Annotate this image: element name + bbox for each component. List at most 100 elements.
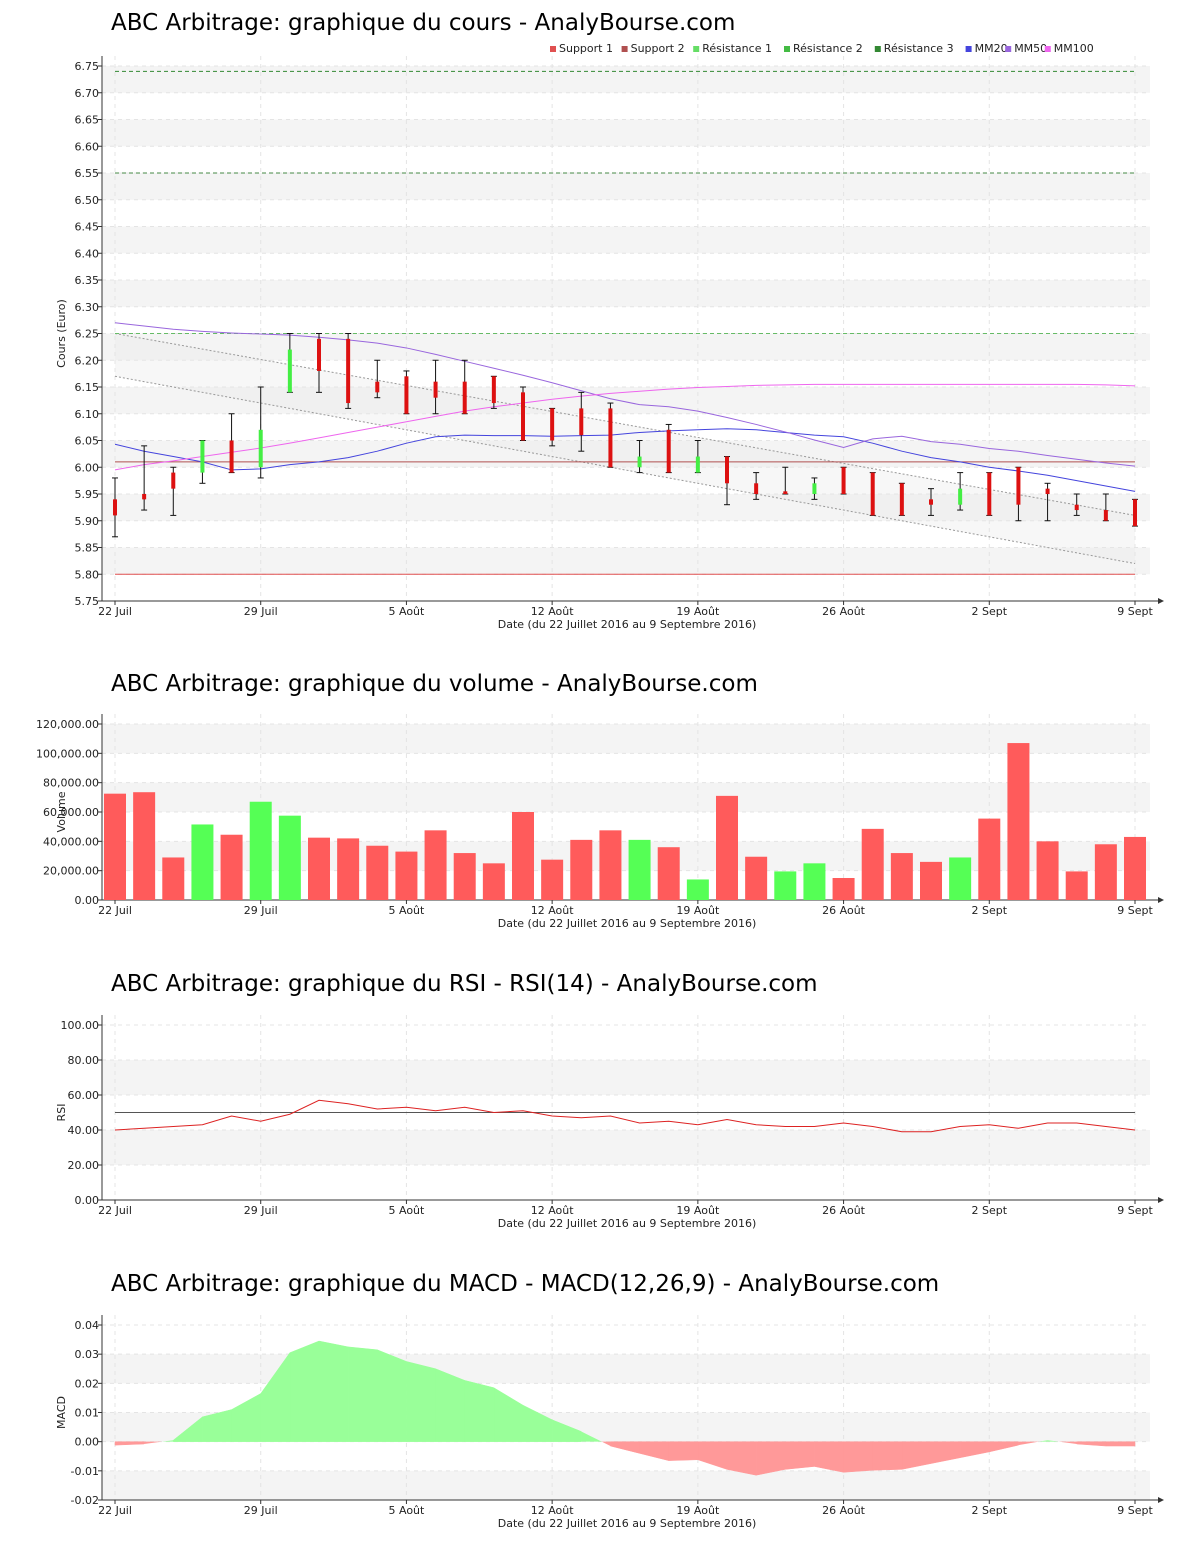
x-tick-label: 22 Juil bbox=[98, 1204, 132, 1217]
y-tick-label: 100,000.00 bbox=[36, 747, 99, 760]
volume-bar bbox=[220, 834, 243, 900]
macd-area bbox=[1047, 1440, 1059, 1442]
macd-area bbox=[668, 1441, 699, 1461]
macd-chart-title: ABC Arbitrage: graphique du MACD - MACD(… bbox=[111, 1271, 940, 1297]
candle-body bbox=[1133, 499, 1137, 527]
y-tick-label: 6.50 bbox=[75, 194, 100, 207]
x-tick-label: 5 Août bbox=[389, 1504, 426, 1517]
macd-area bbox=[289, 1340, 320, 1442]
legend-label: Support 2 bbox=[631, 42, 685, 55]
volume-bar bbox=[104, 793, 126, 900]
y-tick-label: 40.00 bbox=[68, 1124, 100, 1137]
y-tick-label: 120,000.00 bbox=[36, 718, 99, 731]
candle-body bbox=[433, 381, 438, 398]
volume-bar bbox=[978, 818, 1001, 900]
volume-bar bbox=[1094, 844, 1117, 900]
candle-body bbox=[899, 483, 904, 516]
macd-area bbox=[1058, 1441, 1077, 1444]
y-tick-label: 6.65 bbox=[75, 114, 100, 127]
volume-chart-panel: ABC Arbitrage: graphique du volume - Ana… bbox=[0, 660, 1200, 940]
macd-area bbox=[959, 1441, 990, 1459]
candle-body bbox=[521, 392, 525, 441]
macd-area bbox=[843, 1441, 873, 1473]
x-tick-label: 9 Sept bbox=[1117, 904, 1153, 917]
volume-bar bbox=[1007, 743, 1030, 900]
y-tick-label: 6.25 bbox=[75, 328, 100, 341]
volume-bar bbox=[1124, 836, 1146, 900]
macd-area bbox=[406, 1361, 436, 1442]
candle-body bbox=[171, 472, 176, 489]
y-tick-label: 6.60 bbox=[75, 140, 100, 153]
y-tick-label: 5.95 bbox=[75, 488, 100, 501]
volume-bar bbox=[657, 847, 680, 900]
grid-band bbox=[102, 724, 1150, 754]
candle-body bbox=[317, 338, 321, 371]
volume-bar bbox=[308, 837, 330, 900]
candle-body bbox=[142, 494, 147, 500]
volume-bar bbox=[249, 801, 272, 900]
y-tick-label: 6.70 bbox=[75, 87, 100, 100]
rsi-chart: 0.00 20.00 40.00 60.00 80.00 100.00 22 Juil 29 … bbox=[55, 1015, 1164, 1230]
y-tick-label: 6.20 bbox=[75, 354, 100, 367]
macd-chart-panel: ABC Arbitrage: graphique du MACD - MACD(… bbox=[0, 1260, 1200, 1550]
macd-area bbox=[144, 1441, 163, 1444]
candle-body bbox=[841, 467, 846, 494]
legend-swatch bbox=[1044, 46, 1051, 52]
volume-chart-title: ABC Arbitrage: graphique du volume - Ana… bbox=[111, 671, 758, 697]
macd-area bbox=[522, 1404, 553, 1442]
volume-bar bbox=[1036, 841, 1059, 900]
y-axis-label: Cours (Euro) bbox=[55, 299, 68, 368]
macd-area bbox=[610, 1441, 640, 1454]
volume-bar bbox=[482, 863, 505, 900]
y-tick-label: 0.01 bbox=[75, 1407, 100, 1420]
rsi-chart-panel: ABC Arbitrage: graphique du RSI - RSI(14… bbox=[0, 960, 1200, 1240]
volume-bar bbox=[949, 857, 972, 900]
candle-body bbox=[113, 499, 117, 516]
macd-area bbox=[318, 1340, 349, 1442]
y-tick-label: 40,000.00 bbox=[43, 835, 99, 848]
macd-area bbox=[697, 1441, 728, 1470]
volume-bar bbox=[745, 856, 768, 900]
volume-bar bbox=[424, 830, 447, 900]
candle-body bbox=[404, 376, 409, 414]
y-tick-label: 80.00 bbox=[68, 1054, 100, 1067]
y-tick-label: 6.05 bbox=[75, 435, 100, 448]
x-axis-arrow bbox=[1158, 1497, 1164, 1503]
candle-body bbox=[608, 408, 613, 468]
candle-body bbox=[462, 381, 467, 414]
x-axis-label: Date (du 22 Juillet 2016 au 9 Septembre … bbox=[498, 1517, 757, 1530]
candle-body bbox=[987, 472, 992, 516]
volume-bar bbox=[162, 857, 185, 900]
x-tick-label: 19 Août bbox=[676, 605, 720, 618]
grid-band bbox=[102, 547, 1150, 575]
x-tick-label: 22 Juil bbox=[98, 1504, 132, 1517]
legend-swatch bbox=[784, 46, 790, 52]
grid-band bbox=[102, 1130, 1150, 1165]
candle-body bbox=[958, 488, 963, 505]
y-tick-label: 60,000.00 bbox=[43, 806, 99, 819]
macd-area bbox=[1039, 1440, 1048, 1442]
y-tick-label: 0.00 bbox=[75, 1436, 100, 1449]
x-tick-label: 19 Août bbox=[676, 1204, 720, 1217]
x-tick-label: 12 Août bbox=[531, 1504, 575, 1517]
candle-body bbox=[258, 429, 263, 468]
candle-body bbox=[812, 483, 817, 494]
y-tick-label: 0.00 bbox=[75, 1194, 100, 1207]
grid-band bbox=[102, 782, 1150, 812]
x-tick-label: 9 Sept bbox=[1117, 1204, 1153, 1217]
x-tick-label: 19 Août bbox=[676, 1504, 720, 1517]
volume-chart: 0.00 20,000.00 40,000.00 60,000.00 80,000.00… bbox=[36, 714, 1164, 930]
price-chart-panel: ABC Arbitrage: graphique du cours - Anal… bbox=[0, 0, 1200, 640]
macd-area bbox=[872, 1441, 903, 1471]
x-tick-label: 2 Sept bbox=[972, 1504, 1008, 1517]
volume-bar bbox=[512, 812, 534, 900]
volume-bar bbox=[716, 795, 738, 900]
x-tick-label: 26 Août bbox=[822, 605, 866, 618]
y-tick-label: 0.02 bbox=[75, 1377, 100, 1390]
volume-bar bbox=[686, 879, 709, 900]
macd-area bbox=[1076, 1441, 1107, 1447]
y-tick-label: 0.04 bbox=[75, 1319, 100, 1332]
macd-area bbox=[989, 1441, 1019, 1453]
candle-body bbox=[200, 440, 205, 473]
candle-body bbox=[1103, 510, 1108, 521]
